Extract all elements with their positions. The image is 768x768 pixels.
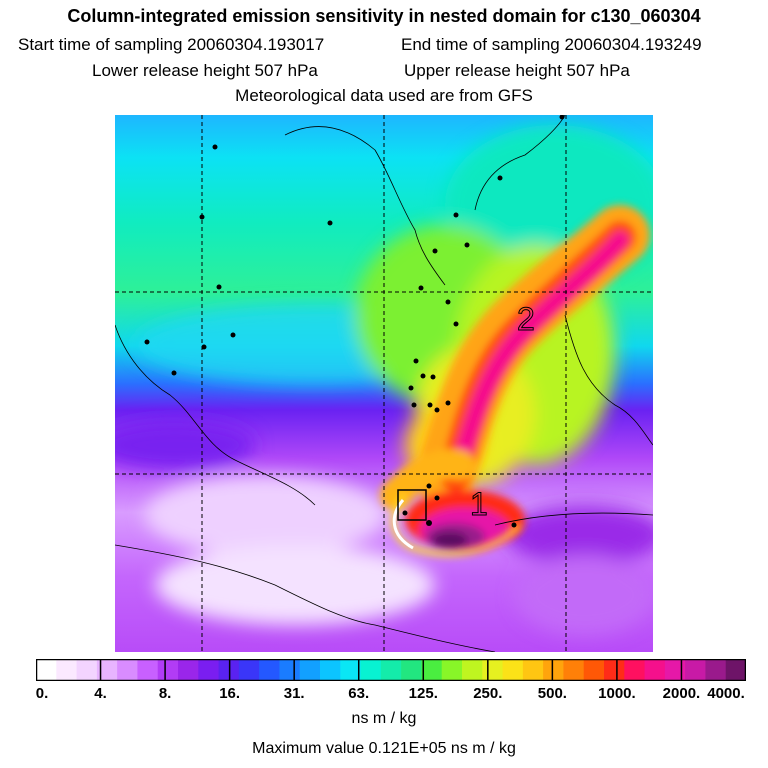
colorbar-tick-label: 8. [158,685,172,702]
colorbar-cell [320,659,341,681]
colorbar-tick-label: 4000. [707,685,745,702]
colorbar-unit: ns m / kg [351,710,417,727]
colorbar-cell [502,659,524,681]
colorbar-cell [441,659,463,681]
colorbar-tick-label: 2000. [662,685,701,702]
colorbar-tick-label: 4. [94,685,107,702]
colorbar-cell [482,659,504,681]
colorbar-cell [401,659,423,681]
sampling-points [144,115,565,528]
domain-label-2: 2 [517,301,535,337]
colorbar-cell [462,659,483,681]
colorbar-cell [644,659,666,681]
colorbar-cell [299,659,321,681]
colorbar-cell [137,659,159,681]
colorbar-cell [76,659,98,681]
colorbar-tick-label: 31. [283,685,305,702]
colorbar-tick-label: 250. [473,685,503,702]
domain-boundary-outline [397,489,427,521]
colorbar-cell [279,659,301,681]
maximum-value: Maximum value 0.121E+05 ns m / kg [252,740,516,757]
upper-release-height: Upper release height 507 hPa [404,61,630,80]
lat-lon-grid [115,115,653,652]
colorbar-cell [725,659,746,681]
colorbar-cell [360,659,382,681]
colorbar-cell [96,659,118,681]
colorbar [36,659,746,681]
met-data-source: Meteorological data used are from GFS [235,86,533,105]
colorbar-cell [583,659,605,681]
colorbar-cell [685,659,707,681]
colorbar-cell [604,659,625,681]
colorbar-tick-label: 16. [219,685,241,702]
colorbar-cell [543,659,565,681]
colorbar-tick-label: 63. [348,685,370,702]
sensitivity-map: 2 1 [115,115,653,652]
colorbar-tick-label: 500. [537,685,567,702]
colorbar-cell [198,659,220,681]
domain-label-1: 1 [470,486,488,522]
colorbar-cell [421,659,443,681]
colorbar-cell [238,659,260,681]
colorbar-cell [117,659,139,681]
colorbar-tick-label: 125. [408,685,438,702]
colorbar-cell [705,659,727,681]
colorbar-cell [259,659,281,681]
colorbar-cell [624,659,646,681]
colorbar-cell [340,659,362,681]
colorbar-cell [36,659,57,681]
coastlines [115,115,653,652]
colorbar-cell [56,659,78,681]
lower-release-height: Lower release height 507 hPa [92,61,318,80]
colorbar-cell [664,659,686,681]
colorbar-cell [380,659,402,681]
colorbar-cell [178,659,199,681]
colorbar-tick-label: 1000. [598,685,636,702]
start-time: Start time of sampling 20060304.193017 [18,35,325,54]
colorbar-cell [522,659,544,681]
plot-title: Column-integrated emission sensitivity i… [67,6,701,26]
colorbar-tick-label: 0. [35,685,49,702]
colorbar-cell [157,659,179,681]
colorbar-cell [563,659,585,681]
end-time: End time of sampling 20060304.193249 [401,35,702,54]
